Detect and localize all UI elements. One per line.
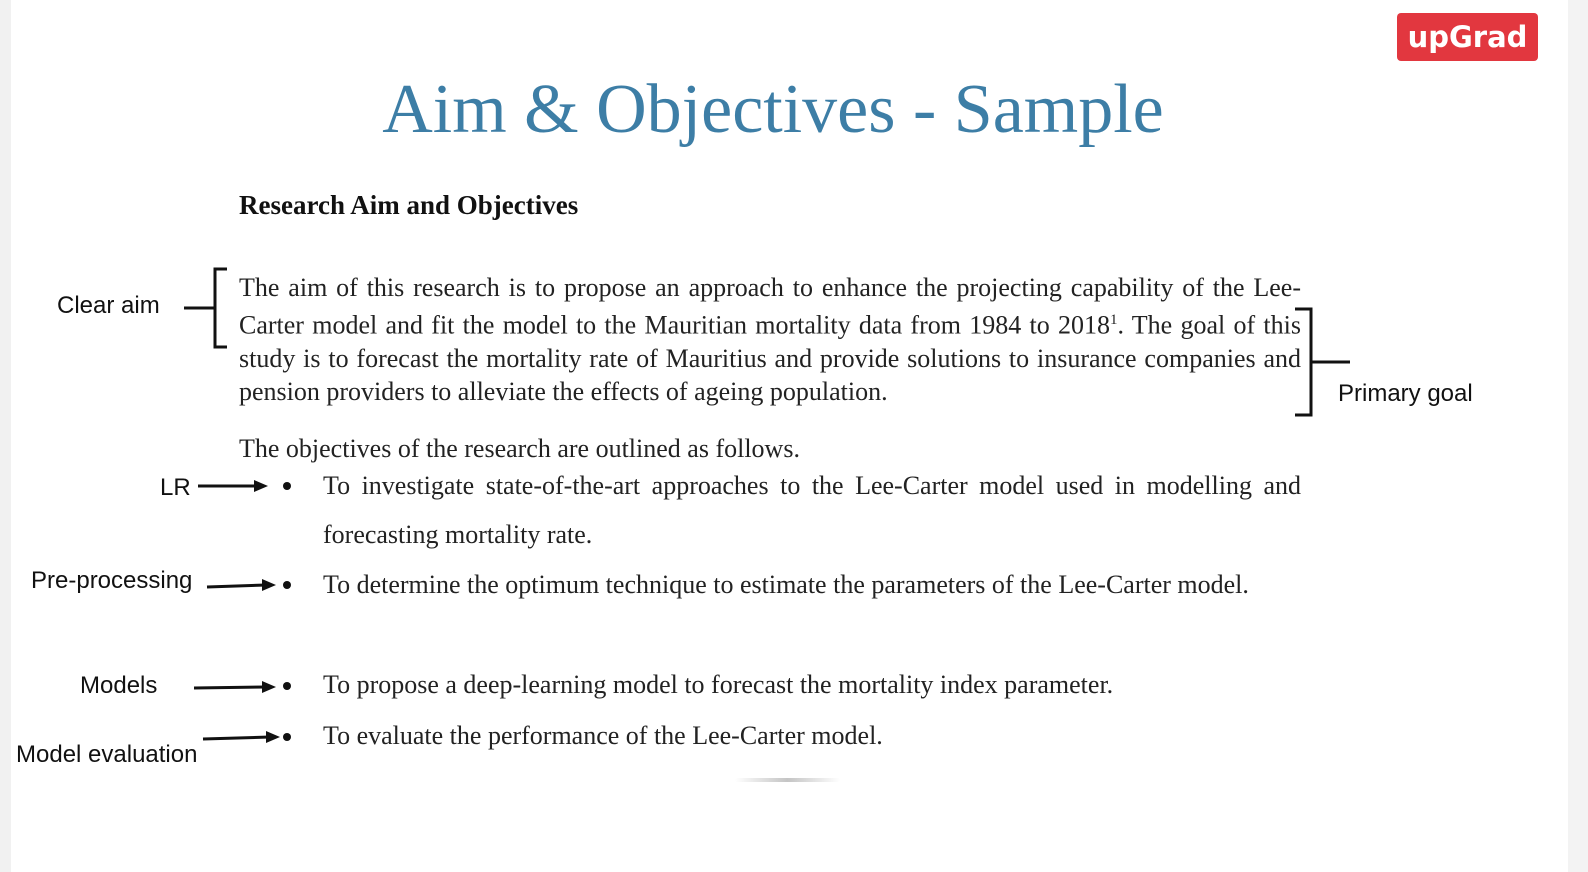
- bullet-dot: [283, 482, 291, 490]
- annotation-model-evaluation: Model evaluation: [16, 741, 198, 768]
- right-edge: [1568, 0, 1588, 872]
- aim-text-part-2: . The goal of this study is to forecast …: [239, 310, 1301, 406]
- upgrad-logo: upGrad: [1397, 13, 1538, 61]
- section-heading: Research Aim and Objectives: [239, 190, 579, 220]
- objective-item: To propose a deep-learning model to fore…: [323, 670, 1114, 699]
- annotation-clear-aim: Clear aim: [57, 292, 160, 319]
- clear-aim-brace: [184, 267, 227, 349]
- bullet-dot: [283, 682, 291, 690]
- annotation-preprocessing: Pre-processing: [31, 567, 193, 594]
- objective-item: To determine the optimum technique to es…: [323, 570, 1249, 599]
- left-edge: [0, 0, 11, 872]
- aim-paragraph: The aim of this research is to propose a…: [239, 271, 1301, 408]
- aim-text-part-1: The aim of this research is to propose a…: [239, 273, 1301, 340]
- objective-item: To investigate state-of-the-art approach…: [323, 471, 1301, 549]
- annotation-lr: LR: [160, 474, 191, 501]
- objectives-intro: The objectives of the research are outli…: [239, 434, 800, 463]
- arrow-model-evaluation: [202, 731, 280, 743]
- slide-divider: [735, 778, 840, 782]
- annotation-primary-goal: Primary goal: [1338, 380, 1473, 407]
- objective-item: To evaluate the performance of the Lee-C…: [323, 721, 883, 750]
- bullet-dot: [283, 733, 291, 741]
- footnote-marker: 1: [1109, 312, 1118, 328]
- arrow-preprocessing: [206, 579, 276, 591]
- arrow-lr: [198, 480, 268, 492]
- annotation-models: Models: [80, 672, 158, 699]
- arrow-models: [193, 681, 276, 693]
- bullet-dot: [283, 581, 291, 589]
- primary-goal-brace: [1295, 307, 1350, 417]
- slide-title: Aim & Objectives - Sample: [382, 71, 1164, 148]
